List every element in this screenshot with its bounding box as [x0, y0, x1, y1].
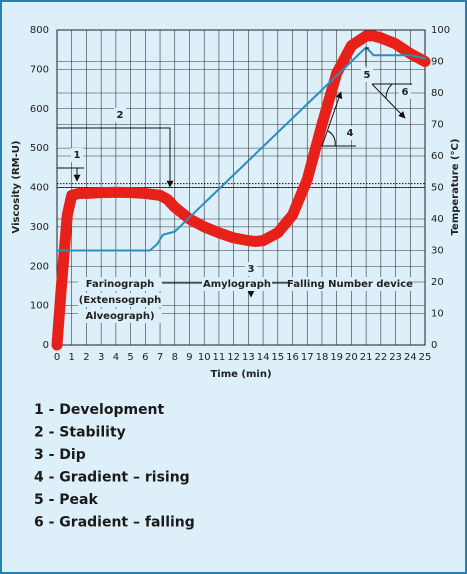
y-axis-label: Viscosity (RM-U) — [11, 141, 22, 234]
y2-tick-label: 60 — [431, 151, 444, 162]
y2-tick-label: 0 — [431, 340, 437, 351]
y2-tick-label: 80 — [431, 88, 444, 99]
x-tick-label: 24 — [404, 352, 417, 363]
series-line — [51, 30, 431, 351]
region-bg — [202, 277, 272, 291]
x-tick-label: 2 — [83, 352, 89, 363]
x-tick-label: 6 — [142, 352, 148, 363]
y-tick-label: 300 — [30, 222, 49, 233]
x-tick-label: 20 — [345, 352, 358, 363]
note: 6 - Gradient – falling — [34, 515, 195, 531]
annotation-bg — [245, 262, 257, 276]
annotation-bg — [361, 68, 373, 82]
x-tick-label: 17 — [301, 352, 314, 363]
y2-tick-label: 20 — [431, 277, 444, 288]
annotation: 1 — [74, 150, 81, 161]
region-bg — [289, 277, 411, 291]
note: 4 - Gradient – rising — [34, 470, 190, 486]
x-tick-label: 5 — [127, 352, 133, 363]
region-bg — [78, 277, 162, 291]
marks — [51, 30, 431, 351]
annotation: 5 — [364, 70, 371, 81]
x-tick-label: 4 — [113, 352, 119, 363]
y-tick-label: 800 — [30, 25, 49, 36]
y2-tick-label: 50 — [431, 183, 444, 194]
annotation-bg — [114, 108, 126, 122]
x-tick-label: 15 — [271, 352, 284, 363]
region-label: (Extensograph — [79, 295, 161, 306]
y2-tick-label: 40 — [431, 214, 444, 225]
y-tick-label: 400 — [30, 183, 49, 194]
x-tick-label: 9 — [186, 352, 192, 363]
x-tick-label: 7 — [157, 352, 163, 363]
annotation-bg — [399, 85, 411, 99]
y-tick-label: 700 — [30, 64, 49, 75]
x-tick-label: 19 — [330, 352, 343, 363]
x-tick-label: 8 — [172, 352, 178, 363]
region-bg — [78, 309, 162, 323]
x-tick-label: 22 — [374, 352, 387, 363]
x-tick-label: 25 — [419, 352, 432, 363]
y2-tick-label: 30 — [431, 246, 444, 257]
region-label: Alveograph) — [85, 311, 154, 322]
y2-tick-label: 70 — [431, 120, 444, 131]
y2-tick-label: 100 — [431, 25, 450, 36]
series-line — [56, 46, 426, 252]
y2-tick-label: 10 — [431, 309, 444, 320]
y-tick-label: 0 — [43, 340, 49, 351]
annotation: 2 — [117, 110, 124, 121]
x-tick-label: 10 — [198, 352, 211, 363]
annotation-bg — [71, 148, 83, 162]
note: 2 - Stability — [34, 425, 126, 441]
region-bg — [78, 293, 162, 307]
x-tick-label: 21 — [360, 352, 373, 363]
annotation: 3 — [248, 264, 255, 275]
note: 5 - Peak — [34, 492, 99, 508]
x-tick-label: 18 — [316, 352, 329, 363]
x-tick-label: 13 — [242, 352, 255, 363]
x-tick-label: 11 — [213, 352, 226, 363]
x-tick-label: 1 — [69, 352, 75, 363]
y2-tick-label: 90 — [431, 57, 444, 68]
x-tick-label: 0 — [54, 352, 60, 363]
region-label: Amylograph — [203, 279, 271, 290]
y-tick-label: 500 — [30, 143, 49, 154]
x-tick-label: 12 — [227, 352, 240, 363]
region-label: Falling Number device — [287, 279, 413, 290]
x-tick-label: 23 — [389, 352, 402, 363]
annotation: 4 — [347, 128, 354, 139]
annotation-bg — [344, 126, 356, 140]
x-axis-label: Time (min) — [210, 369, 271, 380]
note: 3 - Dip — [34, 447, 86, 463]
x-tick-label: 16 — [286, 352, 299, 363]
x-tick-label: 14 — [257, 352, 270, 363]
y-tick-label: 600 — [30, 104, 49, 115]
annotation: 6 — [402, 87, 409, 98]
region-label: Farinograph — [86, 279, 154, 290]
y-tick-label: 200 — [30, 261, 49, 272]
y-tick-label: 100 — [30, 301, 49, 312]
note: 1 - Development — [34, 402, 165, 418]
x-tick-label: 3 — [98, 352, 104, 363]
y2-axis-label: Temperature (°C) — [450, 139, 461, 236]
